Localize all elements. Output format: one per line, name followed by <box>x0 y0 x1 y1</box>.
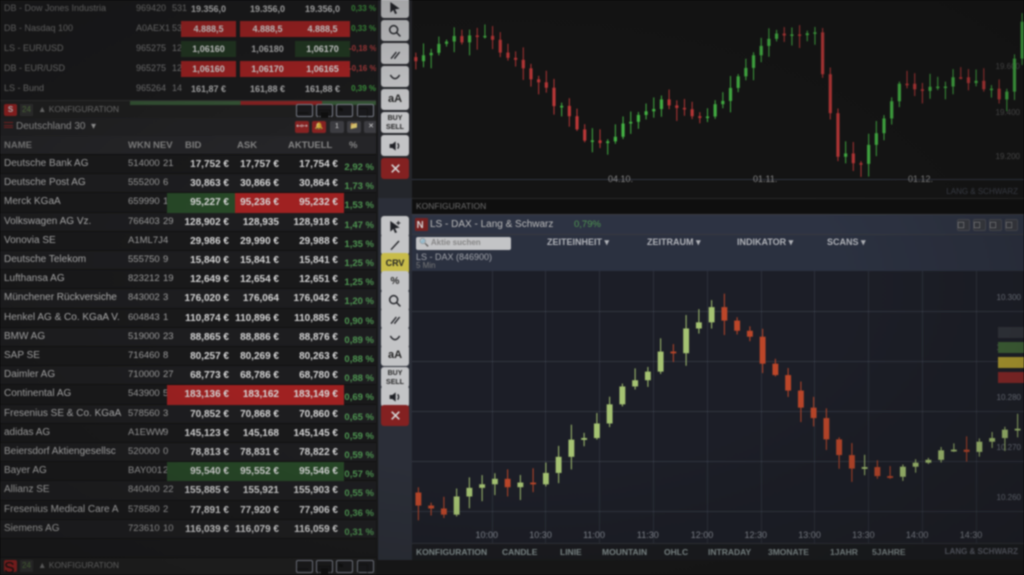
svg-text:N: N <box>417 220 424 231</box>
